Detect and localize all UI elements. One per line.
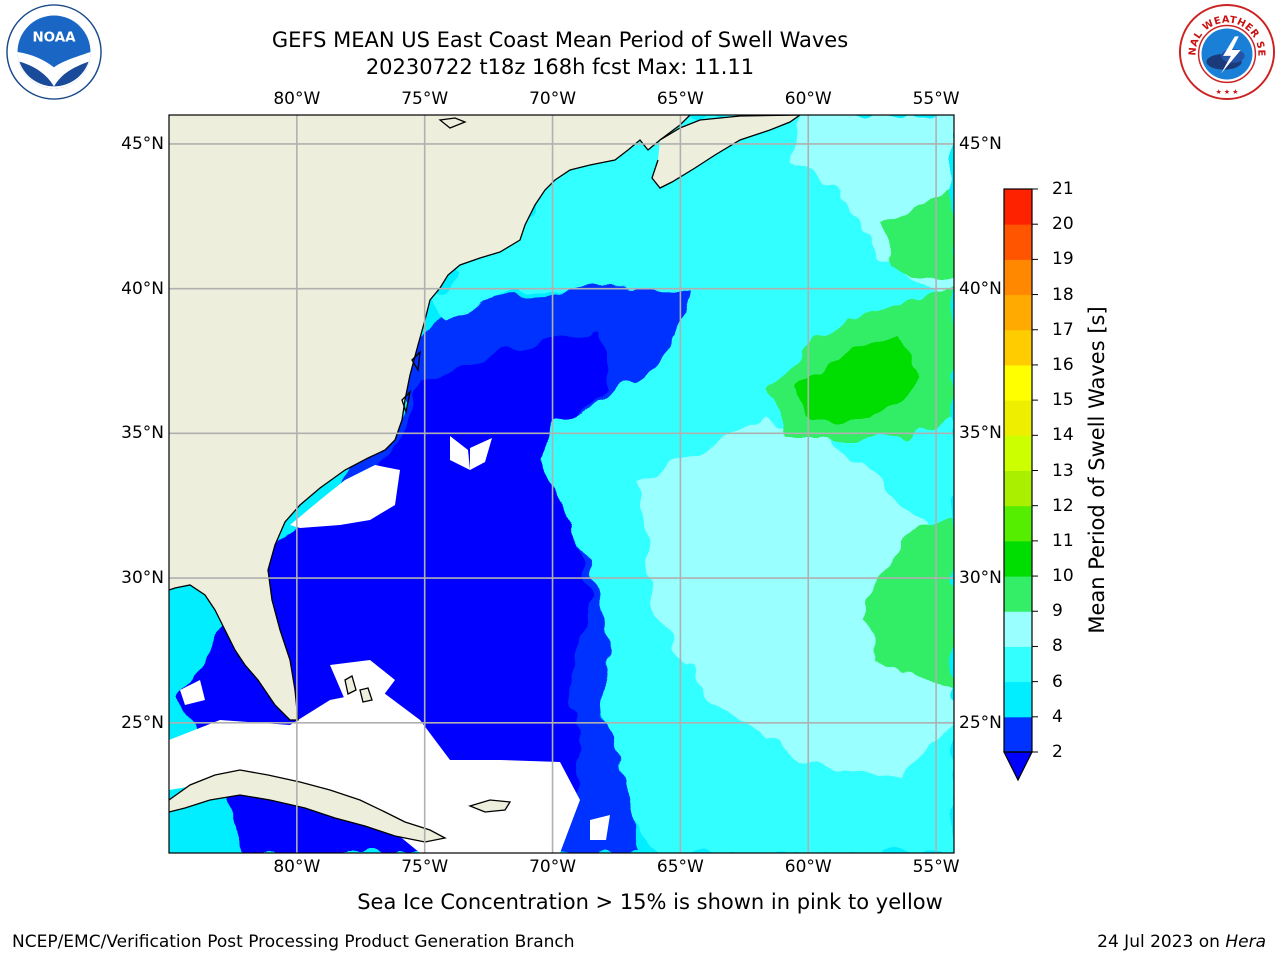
lat-tick-label: 45°N — [959, 133, 1002, 154]
colorbar-segment — [1004, 364, 1032, 401]
cuba-land — [169, 770, 445, 842]
colorbar-segment — [1004, 189, 1032, 225]
lon-tick-label: 75°W — [401, 857, 449, 877]
lon-tick-label: 60°W — [784, 857, 832, 877]
colorbar-segment — [1004, 681, 1032, 718]
colorbar-extend-triangle — [1003, 751, 1033, 782]
colorbar-tick-label: 20 — [1052, 214, 1074, 235]
lon-tick-label: 70°W — [529, 89, 577, 109]
coastlines — [169, 115, 801, 843]
land-areas — [169, 115, 800, 842]
map-grid — [169, 115, 954, 853]
colorbar-tick-label: 21 — [1052, 179, 1074, 199]
lon-tick-label: 70°W — [529, 857, 577, 877]
lon-tick-label: 75°W — [401, 89, 449, 109]
colorbar-tick-label: 8 — [1052, 636, 1063, 657]
noaa-logo: NOAA — [6, 4, 102, 100]
chart-subtitle: 20230722 t18z 168h fcst Max: 11.11 — [365, 55, 755, 79]
lon-tick-label: 60°W — [784, 89, 832, 109]
colorbar-tick-label: 17 — [1052, 319, 1074, 340]
lat-tick-label: 40°N — [121, 278, 164, 299]
lat-tick-label: 30°N — [959, 568, 1002, 589]
colorbar-segment — [1004, 259, 1032, 296]
no-data-areas — [169, 436, 610, 853]
colorbar-segment — [1004, 224, 1032, 260]
colorbar-segment — [1004, 505, 1032, 542]
period-zone-8-9s — [640, 420, 954, 780]
lat-tick-label: 35°N — [959, 423, 1002, 444]
svg-text:★ ★ ★: ★ ★ ★ — [1216, 88, 1239, 96]
colorbar-tick-label: 15 — [1052, 390, 1074, 411]
colorbar-tick-label: 6 — [1052, 671, 1063, 692]
colorbar-tick-label: 4 — [1052, 706, 1063, 727]
colorbar-segment — [1004, 716, 1032, 753]
colorbar-tick-label: 2 — [1052, 742, 1063, 762]
lon-tick-label: 65°W — [656, 89, 704, 109]
period-zone-coastal-cyan — [430, 230, 560, 320]
colorbar-segment — [1004, 576, 1032, 612]
lat-tick-label: 25°N — [959, 712, 1002, 733]
lat-tick-label: 35°N — [121, 423, 164, 444]
colorbar-segment — [1004, 611, 1032, 647]
lat-tick-label: 40°N — [959, 278, 1002, 299]
date-text: 24 Jul 2023 on Hera — [1097, 932, 1266, 952]
footnote: Sea Ice Concentration > 15% is shown in … — [357, 890, 943, 914]
lat-tick-label: 25°N — [121, 712, 164, 733]
lon-tick-label: 65°W — [656, 857, 704, 877]
colorbar-tick-label: 19 — [1052, 249, 1074, 270]
lon-tick-label: 80°W — [273, 857, 321, 877]
colorbar-tick-label: 18 — [1052, 284, 1074, 305]
colorbar-tick-label: 9 — [1052, 601, 1063, 622]
colorbar-tick-label: 13 — [1052, 460, 1074, 481]
lat-tick-label: 45°N — [121, 133, 164, 154]
noaa-logo-text: NOAA — [32, 30, 76, 45]
colorbar-segment — [1004, 400, 1032, 436]
nws-logo: NATIONAL WEATHER SERVICE ★ ★ ★ — [1178, 3, 1276, 101]
chart-title: GEFS MEAN US East Coast Mean Period of S… — [271, 28, 849, 52]
map-frame — [168, 114, 955, 854]
colorbar-tick-label: 16 — [1052, 354, 1074, 375]
colorbar — [1003, 188, 1038, 782]
date-value: 24 Jul 2023 on — [1097, 932, 1226, 952]
colorbar-tick-label: 11 — [1052, 530, 1074, 551]
lon-tick-label: 80°W — [273, 89, 321, 109]
lon-tick-label: 55°W — [912, 89, 960, 109]
north-america-land — [169, 115, 690, 720]
colorbar-segment — [1004, 540, 1032, 577]
period-zone-10-11s — [795, 335, 920, 420]
colorbar-segment — [1004, 294, 1032, 331]
colorbar-segment — [1004, 646, 1032, 683]
credit-text: NCEP/EMC/Verification Post Processing Pr… — [12, 932, 575, 952]
colorbar-segment — [1004, 470, 1032, 507]
nova-scotia-land — [652, 115, 800, 188]
colorbar-tick-label: 12 — [1052, 495, 1074, 516]
lat-tick-label: 30°N — [121, 568, 164, 589]
host-name: Hera — [1225, 932, 1266, 952]
colorbar-tick-label: 10 — [1052, 566, 1074, 587]
lon-tick-label: 55°W — [912, 857, 960, 877]
colorbar-label: Mean Period of Swell Waves [s] — [1085, 306, 1109, 634]
colorbar-segment — [1004, 329, 1032, 366]
colorbar-segment — [1004, 435, 1032, 471]
colorbar-tick-label: 14 — [1052, 425, 1074, 446]
period-zone-9-10s-south — [860, 520, 954, 690]
